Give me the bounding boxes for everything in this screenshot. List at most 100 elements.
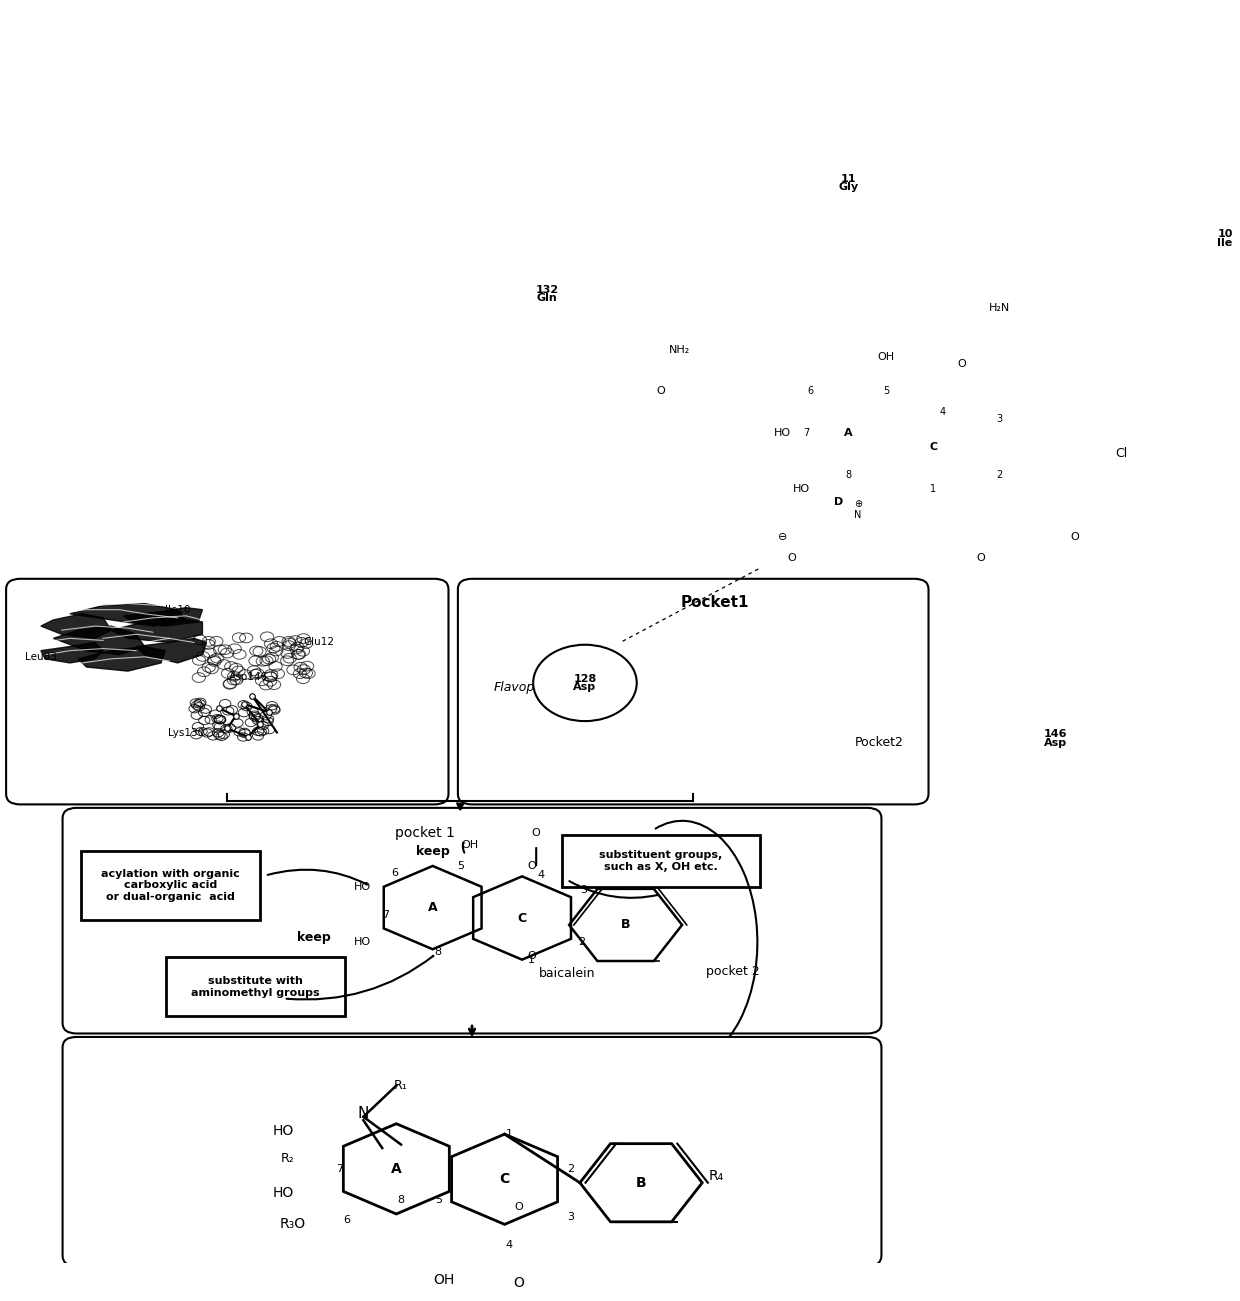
Text: Flavopiridol: Flavopiridol	[494, 680, 567, 693]
Text: O: O	[656, 386, 665, 397]
Text: 6: 6	[392, 868, 398, 878]
Circle shape	[1178, 204, 1240, 273]
Text: O: O	[515, 1202, 523, 1213]
Text: N: N	[357, 1106, 370, 1120]
Text: O: O	[527, 861, 536, 870]
Text: keep: keep	[415, 844, 449, 857]
Text: NH₂: NH₂	[668, 345, 689, 355]
Text: HO: HO	[353, 882, 371, 891]
Text: HO: HO	[774, 428, 791, 438]
Text: 5: 5	[883, 386, 889, 397]
Circle shape	[801, 148, 895, 217]
FancyBboxPatch shape	[6, 579, 449, 804]
Circle shape	[1004, 700, 1107, 777]
Text: 8: 8	[398, 1196, 404, 1205]
Text: 3: 3	[567, 1213, 574, 1223]
Text: Pocket1: Pocket1	[681, 596, 749, 610]
Text: O: O	[1070, 532, 1079, 543]
Text: 6: 6	[343, 1215, 350, 1224]
FancyArrowPatch shape	[286, 956, 433, 999]
Text: R₄: R₄	[709, 1168, 724, 1183]
Text: 1: 1	[506, 1129, 513, 1140]
Text: pocket 1: pocket 1	[394, 826, 455, 840]
Text: C: C	[929, 442, 937, 451]
Polygon shape	[78, 647, 165, 671]
Text: ⊖: ⊖	[777, 532, 787, 543]
Text: A: A	[391, 1162, 402, 1176]
Text: Ile10: Ile10	[165, 605, 190, 614]
Text: B: B	[636, 1176, 646, 1189]
Polygon shape	[41, 643, 103, 664]
Text: 11: 11	[841, 174, 857, 183]
Text: 10: 10	[1218, 229, 1233, 239]
Text: OH: OH	[433, 1272, 454, 1287]
FancyBboxPatch shape	[82, 851, 260, 920]
Text: O: O	[957, 359, 966, 368]
Text: acylation with organic
carboxylic acid
or dual-organic  acid: acylation with organic carboxylic acid o…	[102, 869, 241, 902]
Text: 7: 7	[382, 909, 389, 920]
Text: 4: 4	[537, 870, 544, 879]
FancyBboxPatch shape	[62, 1037, 882, 1266]
Text: H₂N: H₂N	[988, 303, 1009, 314]
Text: Gln: Gln	[537, 293, 558, 303]
Polygon shape	[41, 614, 112, 639]
Text: Gly: Gly	[838, 182, 858, 193]
Circle shape	[500, 259, 594, 329]
Text: 8: 8	[434, 947, 441, 958]
Text: Asp: Asp	[573, 682, 596, 692]
Text: 3: 3	[996, 414, 1002, 424]
Text: 146: 146	[1044, 730, 1068, 739]
Text: Glu12: Glu12	[303, 637, 334, 648]
FancyBboxPatch shape	[458, 579, 929, 804]
Text: 3: 3	[580, 885, 587, 895]
Text: keep: keep	[298, 930, 331, 943]
Text: Lys130: Lys130	[167, 727, 203, 738]
Text: OH: OH	[878, 351, 895, 362]
Polygon shape	[136, 639, 207, 664]
Text: A: A	[428, 902, 438, 915]
Text: Asp146: Asp146	[228, 673, 268, 682]
Text: substituent groups,
such as X, OH etc.: substituent groups, such as X, OH etc.	[599, 850, 723, 872]
Text: C: C	[500, 1172, 510, 1187]
Text: ⊕
N: ⊕ N	[854, 498, 862, 520]
FancyBboxPatch shape	[62, 808, 882, 1033]
Text: 4: 4	[940, 407, 946, 418]
Text: A: A	[844, 428, 853, 438]
FancyArrowPatch shape	[1040, 234, 1176, 284]
FancyBboxPatch shape	[166, 958, 345, 1016]
Text: D: D	[835, 497, 843, 507]
Text: Leu83: Leu83	[25, 652, 57, 662]
Text: 7: 7	[336, 1164, 343, 1174]
Text: 6: 6	[807, 386, 813, 397]
Text: pocket 2: pocket 2	[706, 965, 760, 978]
Text: 2: 2	[996, 470, 1002, 480]
Text: 7: 7	[804, 428, 810, 438]
Text: R₃O: R₃O	[280, 1218, 306, 1231]
FancyArrowPatch shape	[644, 228, 787, 264]
Text: O: O	[787, 553, 796, 563]
Polygon shape	[53, 626, 144, 654]
Text: R₂: R₂	[281, 1151, 295, 1164]
Text: Asp: Asp	[1044, 738, 1068, 748]
FancyBboxPatch shape	[562, 835, 760, 887]
Text: 128: 128	[573, 674, 596, 684]
Text: OH: OH	[461, 840, 479, 850]
Text: HO: HO	[792, 484, 810, 493]
Text: R₁: R₁	[394, 1079, 408, 1092]
Text: HO: HO	[273, 1124, 294, 1137]
Text: O: O	[532, 829, 541, 838]
Text: C: C	[517, 912, 527, 925]
Text: B: B	[621, 919, 630, 932]
Text: substitute with
aminomethyl groups: substitute with aminomethyl groups	[191, 976, 320, 998]
Polygon shape	[124, 608, 202, 626]
Text: 5: 5	[435, 1196, 443, 1205]
Polygon shape	[69, 604, 186, 626]
Text: 5: 5	[458, 861, 465, 870]
Text: 1: 1	[528, 955, 534, 964]
Text: O: O	[513, 1276, 525, 1291]
Text: HO: HO	[273, 1187, 294, 1200]
Text: 8: 8	[846, 470, 852, 480]
Polygon shape	[112, 618, 202, 643]
Text: O: O	[527, 951, 536, 961]
FancyArrowPatch shape	[569, 881, 658, 898]
